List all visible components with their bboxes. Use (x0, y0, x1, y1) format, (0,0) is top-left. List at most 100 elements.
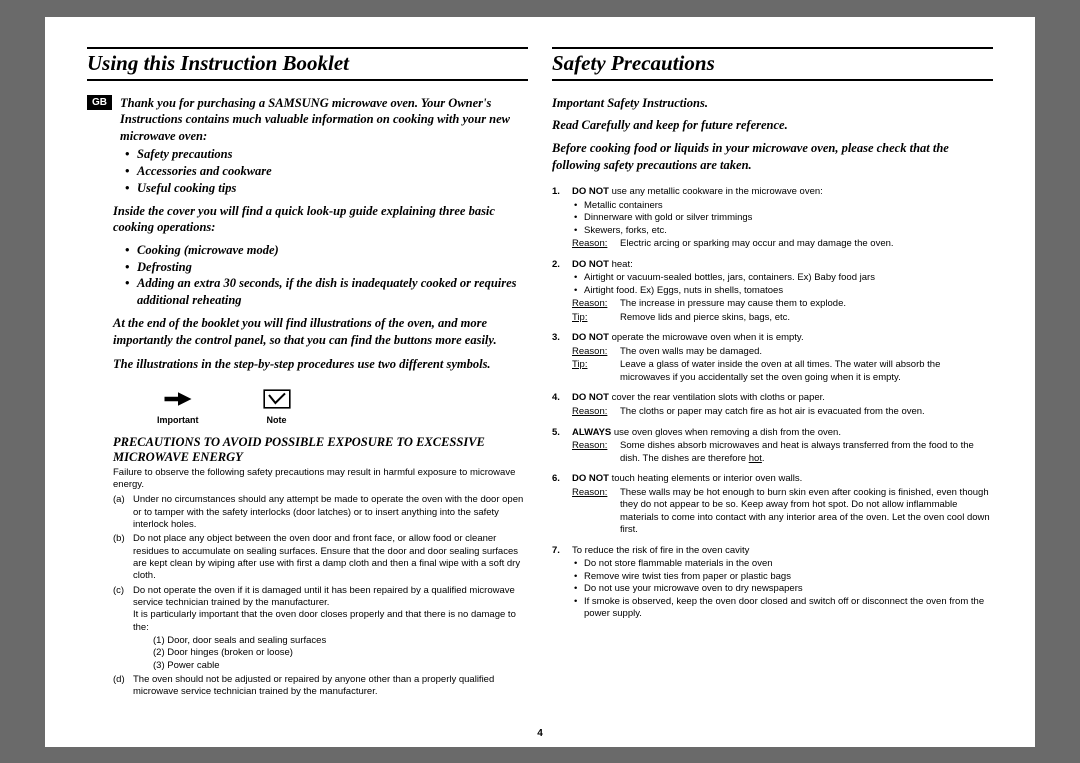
lettered-item: (b)Do not place any object between the o… (113, 533, 528, 582)
reason-label: Tip: (572, 359, 620, 384)
safety-item: 3.DO NOT operate the microwave oven when… (552, 332, 993, 384)
reason-text: Remove lids and pierce skins, bags, etc. (620, 312, 993, 325)
list-item: Skewers, forks, etc. (572, 225, 993, 238)
safety-body: DO NOT operate the microwave oven when i… (572, 332, 993, 384)
symbol-important: Important (157, 387, 199, 425)
pointing-hand-icon (160, 387, 196, 411)
safety-lead: ALWAYS use oven gloves when removing a d… (572, 427, 993, 440)
lettered-item: (d)The oven should not be adjusted or re… (113, 674, 528, 699)
list-item: Remove wire twist ties from paper or pla… (572, 571, 993, 584)
list-item: Cooking (microwave mode) (125, 242, 528, 259)
safety-dots: Airtight or vacuum-sealed bottles, jars,… (572, 272, 993, 297)
reason-label: Reason: (572, 298, 620, 311)
safety-dots: Do not store flammable materials in the … (572, 558, 993, 621)
list-item: Airtight or vacuum-sealed bottles, jars,… (572, 272, 993, 285)
rule-top-left (87, 47, 528, 49)
ops-bullets: Cooking (microwave mode)DefrostingAdding… (125, 242, 528, 310)
lettered-label: (b) (113, 533, 133, 582)
reason-row: Tip:Leave a glass of water inside the ov… (572, 359, 993, 384)
reason-text: Leave a glass of water inside the oven a… (620, 359, 993, 384)
safety-list: 1.DO NOT use any metallic cookware in th… (552, 186, 993, 629)
illustrations-para: The illustrations in the step-by-step pr… (113, 356, 528, 373)
intro-block: GB Thank you for purchasing a SAMSUNG mi… (87, 95, 528, 145)
left-title: Using this Instruction Booklet (87, 51, 528, 81)
safety-lead: DO NOT touch heating elements or interio… (572, 473, 993, 486)
intro-para: Thank you for purchasing a SAMSUNG micro… (120, 95, 528, 145)
lettered-body: Under no circumstances should any attemp… (133, 494, 528, 531)
safety-item: 4.DO NOT cover the rear ventilation slot… (552, 392, 993, 418)
reason-row: Reason:Electric arcing or sparking may o… (572, 238, 993, 251)
safety-body: DO NOT touch heating elements or interio… (572, 473, 993, 537)
safety-num: 4. (552, 392, 572, 418)
safety-lead: DO NOT heat: (572, 259, 993, 272)
lettered-sublist: (1) Door, door seals and sealing surface… (153, 635, 528, 672)
safety-body: To reduce the risk of fire in the oven c… (572, 545, 993, 621)
reason-text: The increase in pressure may cause them … (620, 298, 993, 311)
gb-badge: GB (87, 95, 112, 110)
safety-dots: Metallic containersDinnerware with gold … (572, 200, 993, 238)
safety-body: DO NOT use any metallic cookware in the … (572, 186, 993, 251)
rule-top-right (552, 47, 993, 49)
safety-item: 6.DO NOT touch heating elements or inter… (552, 473, 993, 537)
list-item: Airtight food. Ex) Eggs, nuts in shells,… (572, 285, 993, 298)
safety-num: 6. (552, 473, 572, 537)
reason-label: Tip: (572, 312, 620, 325)
safety-num: 3. (552, 332, 572, 384)
reason-label: Reason: (572, 238, 620, 251)
list-item: If smoke is observed, keep the oven door… (572, 596, 993, 621)
reason-text: The oven walls may be damaged. (620, 346, 993, 359)
list-item: Safety precautions (125, 146, 528, 163)
safety-body: DO NOT cover the rear ventilation slots … (572, 392, 993, 418)
manual-page: Using this Instruction Booklet GB Thank … (45, 17, 1035, 747)
safety-num: 5. (552, 427, 572, 466)
precautions-intro: Failure to observe the following safety … (113, 467, 528, 492)
right-sub3: Before cooking food or liquids in your m… (552, 140, 993, 174)
page-number: 4 (45, 728, 1035, 739)
lettered-item: (c)Do not operate the oven if it is dama… (113, 585, 528, 672)
symbol-important-label: Important (157, 415, 199, 425)
right-column: Safety Precautions Important Safety Inst… (552, 47, 993, 729)
symbols-row: Important Note (157, 387, 528, 425)
list-item: Metallic containers (572, 200, 993, 213)
end-booklet: At the end of the booklet you will find … (113, 315, 528, 348)
left-column: Using this Instruction Booklet GB Thank … (87, 47, 528, 729)
reason-text: Some dishes absorb microwaves and heat i… (620, 440, 993, 465)
precautions-header: PRECAUTIONS TO AVOID POSSIBLE EXPOSURE T… (113, 435, 528, 465)
safety-item: 7.To reduce the risk of fire in the oven… (552, 545, 993, 621)
note-icon (259, 387, 295, 411)
reason-row: Reason:The cloths or paper may catch fir… (572, 406, 993, 419)
lettered-label: (c) (113, 585, 133, 672)
reason-row: Reason:Some dishes absorb microwaves and… (572, 440, 993, 465)
safety-num: 2. (552, 259, 572, 325)
safety-lead: DO NOT cover the rear ventilation slots … (572, 392, 993, 405)
safety-lead: To reduce the risk of fire in the oven c… (572, 545, 993, 558)
reason-label: Reason: (572, 487, 620, 537)
list-item: Useful cooking tips (125, 180, 528, 197)
reason-row: Tip:Remove lids and pierce skins, bags, … (572, 312, 993, 325)
lettered-body: Do not place any object between the oven… (133, 533, 528, 582)
symbol-note-label: Note (267, 415, 287, 425)
reason-text: Electric arcing or sparking may occur an… (620, 238, 993, 251)
inside-cover: Inside the cover you will find a quick l… (113, 203, 528, 236)
right-title: Safety Precautions (552, 51, 993, 81)
reason-row: Reason:The increase in pressure may caus… (572, 298, 993, 311)
safety-num: 1. (552, 186, 572, 251)
intro-text: Thank you for purchasing a SAMSUNG micro… (120, 95, 528, 145)
safety-body: ALWAYS use oven gloves when removing a d… (572, 427, 993, 466)
list-item: Do not store flammable materials in the … (572, 558, 993, 571)
lettered-body: The oven should not be adjusted or repai… (133, 674, 528, 699)
safety-num: 7. (552, 545, 572, 621)
lettered-list: (a)Under no circumstances should any att… (113, 494, 528, 701)
list-item: Adding an extra 30 seconds, if the dish … (125, 275, 528, 309)
intro-bullets: Safety precautionsAccessories and cookwa… (125, 146, 528, 197)
safety-lead: DO NOT operate the microwave oven when i… (572, 332, 993, 345)
safety-item: 2.DO NOT heat:Airtight or vacuum-sealed … (552, 259, 993, 325)
lettered-label: (d) (113, 674, 133, 699)
lettered-label: (a) (113, 494, 133, 531)
reason-label: Reason: (572, 346, 620, 359)
reason-text: The cloths or paper may catch fire as ho… (620, 406, 993, 419)
right-sub1: Important Safety Instructions. (552, 95, 993, 112)
safety-lead: DO NOT use any metallic cookware in the … (572, 186, 993, 199)
list-item: Do not use your microwave oven to dry ne… (572, 583, 993, 596)
right-sub2: Read Carefully and keep for future refer… (552, 117, 993, 134)
